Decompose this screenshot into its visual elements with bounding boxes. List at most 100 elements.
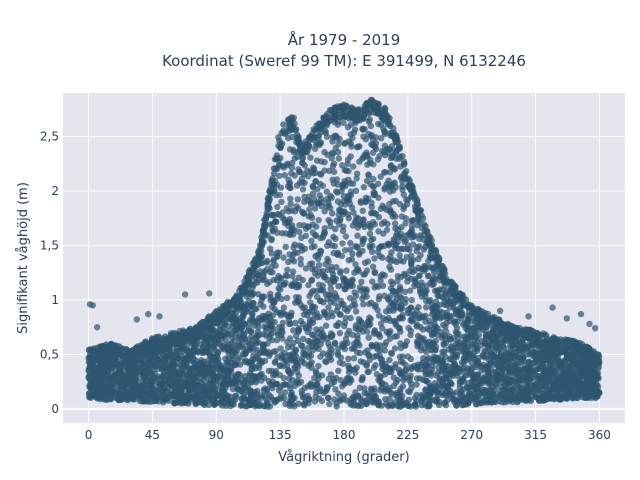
data-point <box>348 204 356 211</box>
data-point <box>443 301 450 309</box>
data-point <box>339 282 346 289</box>
data-point <box>418 293 426 300</box>
data-point <box>315 217 322 224</box>
data-point <box>446 317 453 325</box>
data-point <box>350 345 358 352</box>
data-point <box>144 359 151 367</box>
data-point <box>231 337 238 344</box>
data-point <box>310 164 317 171</box>
data-point <box>354 232 361 239</box>
data-point <box>264 340 271 347</box>
data-point <box>375 214 383 221</box>
data-point <box>235 342 242 349</box>
data-point <box>174 373 181 380</box>
data-point <box>341 340 348 347</box>
data-point <box>381 342 388 349</box>
data-point <box>309 190 317 197</box>
data-point <box>282 272 290 279</box>
data-point <box>474 358 481 365</box>
data-point <box>461 351 468 359</box>
data-point <box>329 163 337 170</box>
data-point <box>247 328 255 335</box>
data-point <box>308 304 316 311</box>
data-point <box>341 345 349 353</box>
data-point <box>410 216 417 224</box>
data-point <box>387 183 395 191</box>
data-point <box>396 353 404 360</box>
data-point <box>301 179 308 187</box>
data-point <box>272 398 279 405</box>
data-point <box>331 378 338 386</box>
data-point <box>229 355 237 362</box>
data-point <box>358 278 365 286</box>
data-point <box>419 326 427 333</box>
data-point <box>468 369 476 376</box>
data-point <box>474 347 481 354</box>
data-point <box>292 346 299 353</box>
data-point <box>275 249 283 256</box>
data-point <box>281 219 289 227</box>
data-point <box>189 349 197 357</box>
data-point <box>283 294 291 302</box>
data-point <box>297 255 304 263</box>
data-point <box>321 225 328 232</box>
data-point <box>347 188 355 195</box>
data-point <box>479 380 486 387</box>
data-point <box>418 391 425 399</box>
data-point <box>347 294 354 302</box>
data-point <box>225 340 233 348</box>
data-point <box>289 251 297 259</box>
data-point <box>319 182 326 189</box>
data-point <box>86 394 93 401</box>
data-point <box>400 258 407 265</box>
data-point <box>287 385 294 392</box>
data-point <box>402 361 409 369</box>
data-point <box>426 338 433 345</box>
data-point <box>392 379 400 386</box>
data-point <box>411 394 419 402</box>
data-point <box>258 358 266 365</box>
data-point <box>345 355 352 362</box>
data-point <box>434 388 441 396</box>
data-point <box>300 311 307 318</box>
data-point <box>291 365 299 372</box>
data-point <box>398 371 405 378</box>
data-point <box>276 323 283 331</box>
data-point <box>366 230 374 237</box>
data-point <box>426 263 433 271</box>
data-point <box>255 324 262 331</box>
data-point <box>97 361 105 369</box>
data-point <box>348 256 356 263</box>
data-point <box>387 349 395 357</box>
data-point <box>569 355 577 362</box>
data-point <box>293 182 301 189</box>
data-point <box>377 320 385 327</box>
data-point <box>308 244 315 251</box>
data-point <box>329 210 336 217</box>
data-point <box>327 356 335 364</box>
data-point <box>376 252 384 260</box>
data-point <box>446 336 454 343</box>
data-point <box>432 298 440 305</box>
data-point <box>307 352 315 359</box>
data-point <box>409 241 417 248</box>
data-point <box>405 396 412 403</box>
data-point <box>270 348 277 355</box>
data-point <box>331 132 338 140</box>
data-point <box>299 276 306 284</box>
data-point <box>320 299 327 306</box>
data-point <box>435 398 443 405</box>
data-point <box>569 371 576 379</box>
data-point <box>337 297 345 305</box>
data-point <box>413 247 420 255</box>
data-point <box>268 326 275 334</box>
data-point <box>356 349 364 357</box>
data-point <box>355 320 362 327</box>
data-point <box>323 358 330 366</box>
data-point <box>397 385 404 393</box>
data-point <box>311 205 319 212</box>
data-point <box>423 348 430 356</box>
data-point <box>408 296 415 304</box>
data-point <box>299 208 306 216</box>
data-point <box>350 355 358 362</box>
